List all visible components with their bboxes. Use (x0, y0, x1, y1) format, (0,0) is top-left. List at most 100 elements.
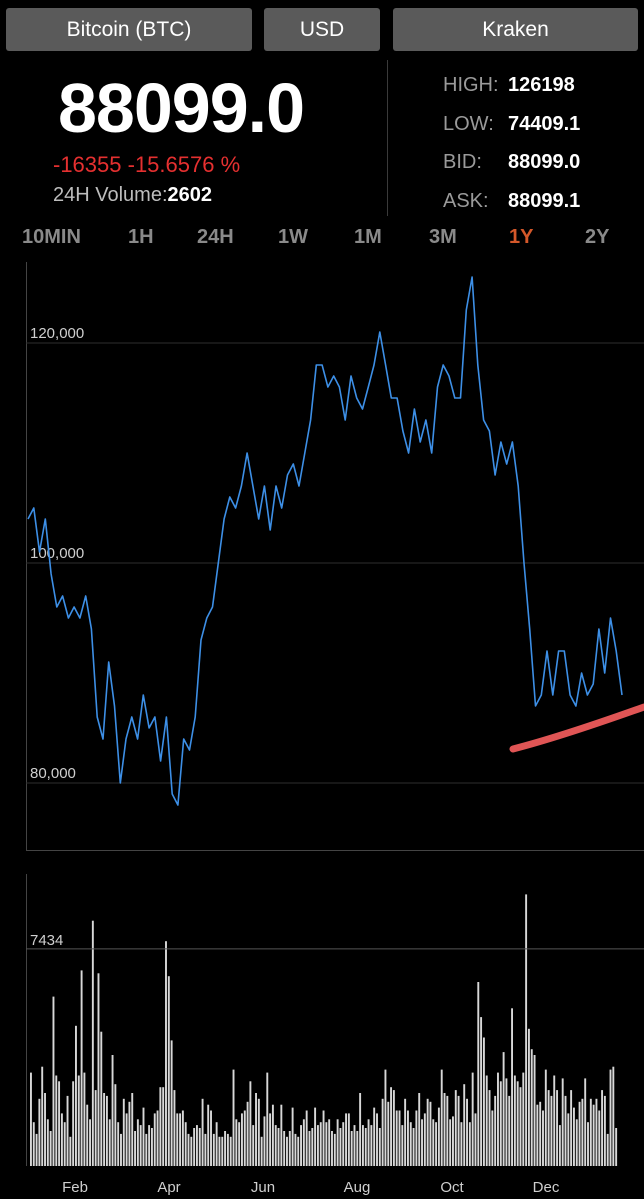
volume-bar (80, 970, 83, 1166)
volume-bar (426, 1098, 429, 1166)
volume-bar (46, 1119, 49, 1166)
volume-bar (499, 1081, 502, 1166)
volume-bar (117, 1122, 120, 1166)
volume-bar (581, 1098, 584, 1166)
volume-bar (69, 1136, 72, 1166)
volume-bar (215, 1122, 218, 1166)
volume-bar (432, 1119, 435, 1166)
volume-bar (32, 1122, 35, 1166)
volume-bar (409, 1122, 412, 1166)
volume-bar (440, 1069, 443, 1166)
volume-bar (114, 1084, 117, 1166)
price-chart[interactable]: 120,000 100,000 80,000 (0, 262, 644, 854)
volume-bar (418, 1093, 421, 1166)
volume-bar (128, 1101, 131, 1166)
volume-bar (100, 1031, 103, 1166)
volume-bar (592, 1104, 595, 1166)
volume-bar (454, 1090, 457, 1166)
volume-bar (598, 1110, 601, 1166)
volume-bar (91, 920, 94, 1166)
volume-bar (508, 1095, 511, 1166)
volume-bar (359, 1093, 362, 1166)
volume-bar (387, 1101, 390, 1166)
volume-bar (94, 1090, 97, 1166)
volume-bar (347, 1113, 350, 1166)
volume-bar (274, 1125, 277, 1166)
volume-bar (615, 1128, 618, 1166)
volume-bar (66, 1095, 69, 1166)
tab-1m[interactable]: 1M (354, 226, 382, 248)
volume-bar (105, 1095, 108, 1166)
volume-bar (181, 1110, 184, 1166)
volume-bar (125, 1113, 128, 1166)
volume-bar (542, 1110, 544, 1166)
volume-bar (463, 1084, 466, 1166)
volume-bar (283, 1131, 286, 1166)
stat-ask-value: 88099.1 (508, 190, 581, 212)
volume-bar (176, 1113, 179, 1166)
volume-bar (485, 1075, 488, 1166)
stat-bid-value: 88099.0 (508, 151, 581, 173)
volume-bar (367, 1119, 370, 1166)
tab-3m[interactable]: 3M (429, 226, 457, 248)
volume-bar (162, 1087, 165, 1166)
volume-bar (249, 1081, 252, 1166)
volume-bar (331, 1131, 333, 1166)
volume-bar (401, 1125, 404, 1166)
volume-bar (505, 1078, 508, 1166)
coin-selector-button[interactable]: Bitcoin (BTC) (6, 8, 252, 51)
volume-bar (252, 1125, 255, 1166)
volume-bar (288, 1131, 291, 1166)
tab-1h[interactable]: 1H (128, 226, 154, 248)
volume-x-tick-label: Apr (157, 1179, 180, 1196)
volume-bar (415, 1110, 418, 1166)
volume-bar (471, 1072, 474, 1166)
volume-bar (232, 1069, 235, 1166)
volume-bar (212, 1133, 215, 1166)
volume-bar (446, 1095, 449, 1166)
volume-x-tick-label: Jun (251, 1179, 275, 1196)
volume-bar (30, 1072, 32, 1166)
volume-bar (111, 1055, 114, 1166)
tab-1y[interactable]: 1Y (509, 226, 534, 248)
currency-selector-button[interactable]: USD (264, 8, 380, 51)
volume-bar (516, 1081, 519, 1166)
volume-bar (522, 1072, 525, 1166)
volume-bar (255, 1093, 257, 1166)
volume-bar (153, 1113, 156, 1166)
volume-bar (381, 1098, 384, 1166)
volume-bar (266, 1072, 269, 1166)
volume-bar (156, 1110, 159, 1166)
volume-bar (395, 1110, 398, 1166)
volume-bar (350, 1131, 353, 1166)
volume-bar (466, 1098, 468, 1166)
stat-bid-label: BID: (443, 151, 482, 173)
stat-low-label: LOW: (443, 113, 494, 135)
volume-bar (589, 1098, 592, 1166)
volume-bar (263, 1116, 266, 1166)
volume-bar (474, 1113, 477, 1166)
volume-bar (226, 1133, 229, 1166)
tab-10min[interactable]: 10MIN (22, 226, 81, 248)
volume-value: 2602 (167, 184, 213, 206)
volume-x-tick-label: Dec (533, 1179, 560, 1196)
volume-bar (423, 1113, 426, 1166)
volume-bar (390, 1087, 393, 1166)
volume-bar (606, 1133, 609, 1166)
volume-bar (83, 1072, 86, 1166)
stat-high-label: HIGH: (443, 74, 499, 96)
volume-bar (609, 1069, 612, 1166)
volume-bar (86, 1104, 89, 1166)
volume-chart[interactable]: 7434 Feb Apr Jun Aug Oct Dec (0, 874, 644, 1199)
volume-bar (243, 1110, 246, 1166)
volume-bar (170, 1040, 173, 1166)
volume-bar (150, 1128, 153, 1166)
volume-y-tick-label: 7434 (30, 932, 63, 949)
exchange-selector-button[interactable]: Kraken (393, 8, 638, 51)
tab-24h[interactable]: 24H (197, 226, 234, 248)
volume-bar (378, 1128, 381, 1166)
volume-bar (513, 1075, 516, 1166)
tab-2y[interactable]: 2Y (585, 226, 610, 248)
tab-1w[interactable]: 1W (278, 226, 308, 248)
volume-bar (556, 1090, 559, 1166)
